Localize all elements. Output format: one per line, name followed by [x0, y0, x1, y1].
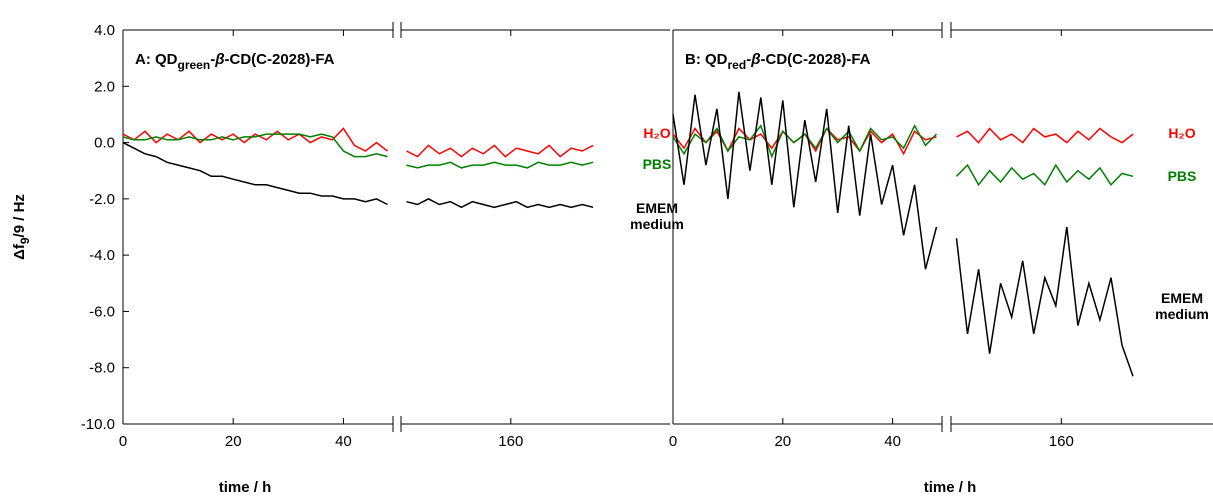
y-label-text: Δf [11, 243, 28, 260]
y-tick-label: 0.0 [94, 135, 115, 152]
x-axis-label: time / h [924, 479, 977, 496]
series-label: PBS [1167, 168, 1197, 185]
title-text: B: QD [685, 51, 728, 68]
y-tick-label: 2.0 [94, 78, 115, 95]
title-text: -CD(C-2028)-FA [225, 51, 335, 68]
x-tick-label: 160 [498, 433, 523, 450]
y-axis-label: Δf9/9 / Hz [11, 194, 32, 260]
y-label-text: /9 / Hz [11, 194, 28, 237]
series-line [122, 141, 388, 206]
y-tick-label: -10.0 [81, 416, 115, 433]
title-beta: β [214, 51, 224, 68]
title-text: - [210, 51, 215, 68]
title-beta: β [750, 51, 760, 68]
x-tick-label: 40 [884, 433, 901, 450]
x-tick-label: 0 [669, 433, 677, 450]
y-label-sub: 9 [18, 237, 32, 244]
series-line [672, 91, 938, 270]
series-line [406, 161, 594, 169]
title-text: A: QD [135, 51, 178, 68]
x-tick-label: 40 [335, 433, 352, 450]
series-line [122, 127, 388, 152]
title-text: -CD(C-2028)-FA [761, 51, 871, 68]
y-tick-label: -4.0 [89, 247, 115, 264]
title-sub: red [728, 58, 747, 72]
series-label: PBS [642, 155, 672, 172]
series-line [955, 163, 1134, 187]
series-label: EMEM medium [1155, 289, 1209, 322]
panel-title: B: QDred-β-CD(C-2028)-FA [685, 51, 871, 72]
series-line [672, 124, 938, 159]
title-sub: green [178, 58, 211, 72]
y-tick-label: -6.0 [89, 303, 115, 320]
panel-title: A: QDgreen-β-CD(C-2028)-FA [135, 51, 335, 72]
x-tick-label: 20 [225, 433, 242, 450]
series-line [955, 226, 1134, 377]
x-tick-label: 0 [119, 433, 127, 450]
series-line [956, 127, 1134, 144]
series-line [406, 144, 594, 158]
x-axis-label: time / h [219, 479, 272, 496]
y-tick-label: -8.0 [89, 360, 115, 377]
x-tick-label: 160 [1049, 433, 1074, 450]
series-label: H₂O [1168, 124, 1196, 141]
y-tick-label: 4.0 [94, 22, 115, 39]
y-tick-label: -2.0 [89, 191, 115, 208]
series-line [406, 198, 594, 209]
series-label: H₂O [643, 124, 671, 141]
x-tick-label: 20 [774, 433, 791, 450]
series-line [122, 133, 388, 158]
series-label: EMEM medium [630, 199, 684, 232]
title-text: - [746, 51, 751, 68]
